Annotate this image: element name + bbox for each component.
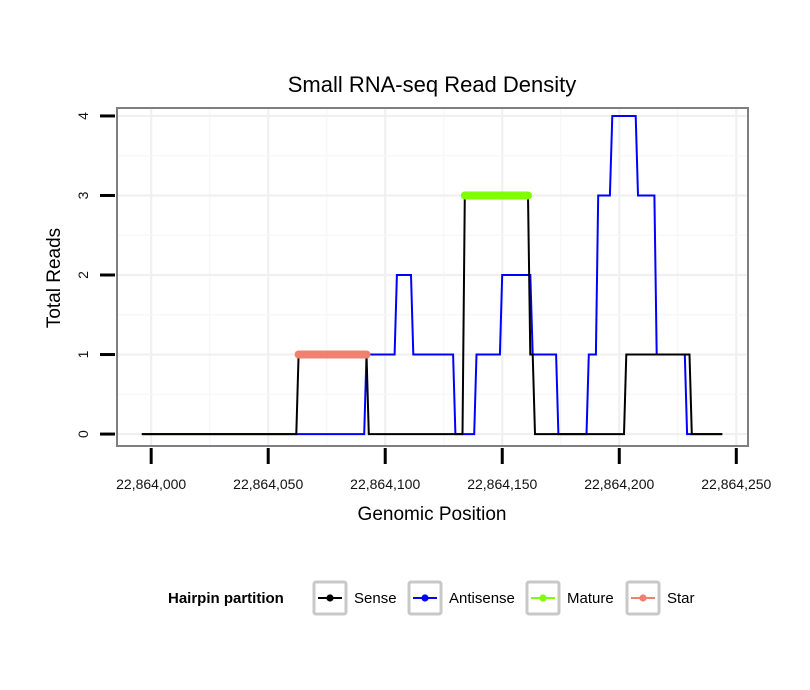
legend-label-star: Star: [667, 590, 695, 607]
x-axis-title: Genomic Position: [358, 504, 507, 525]
legend: Hairpin partition Sense Antisense Mature St…: [168, 580, 695, 616]
plot-border: [116, 107, 749, 447]
x-tick-label: 22,864,050: [233, 476, 303, 492]
legend-label-antisense: Antisense: [449, 590, 515, 607]
x-tick-label: 22,864,200: [584, 476, 654, 492]
legend-point-mature: [539, 594, 547, 602]
y-tick-label: 0: [75, 430, 91, 438]
x-tick-label: 22,864,250: [701, 476, 771, 492]
legend-point-sense: [326, 594, 334, 602]
series-layer: [141, 115, 723, 436]
x-tick-label: 22,864,100: [350, 476, 420, 492]
chart-title: Small RNA-seq Read Density: [288, 72, 577, 97]
plot-panel: [117, 108, 748, 446]
x-tick-label: 22,864,150: [467, 476, 537, 492]
y-tick-label: 2: [75, 271, 91, 279]
y-axis: 0 1 2 3 4: [75, 112, 115, 438]
legend-label-sense: Sense: [354, 590, 397, 607]
legend-point-antisense: [421, 594, 429, 602]
legend-label-mature: Mature: [567, 590, 614, 607]
y-tick-label: 4: [75, 112, 91, 120]
x-tick-label: 22,864,000: [116, 476, 186, 492]
series-antisense-line: [141, 115, 723, 436]
legend-point-star: [639, 594, 647, 602]
y-tick-label: 1: [75, 350, 91, 358]
y-axis-title: Total Reads: [44, 228, 65, 328]
legend-title: Hairpin partition: [168, 590, 284, 607]
y-tick-label: 3: [75, 191, 91, 199]
x-axis: 22,864,000 22,864,050 22,864,100 22,864,150…: [116, 448, 772, 492]
